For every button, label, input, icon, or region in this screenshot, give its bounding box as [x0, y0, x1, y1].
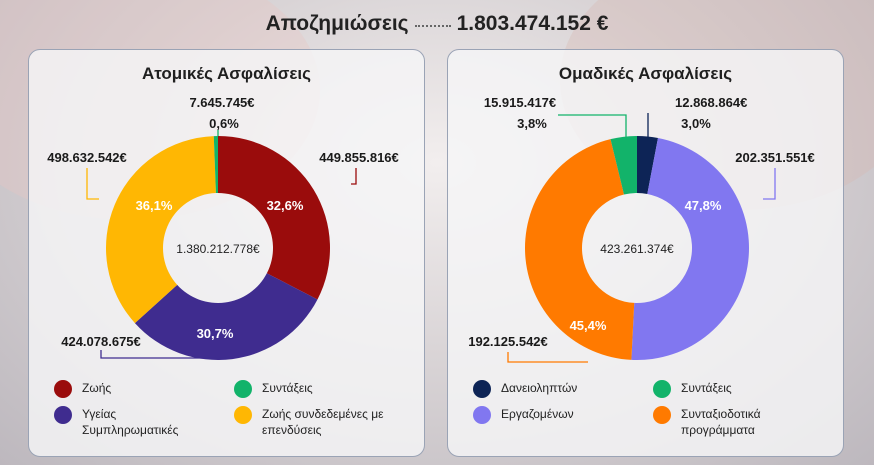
- header: Αποζημιώσεις 1.803.474.152 €: [0, 6, 874, 42]
- value-label: 7.645.745€: [189, 95, 254, 110]
- donut-chart-group: 423.261.374€ 12.868.864€ 3,0% 202.351.551€ 4…: [468, 95, 815, 363]
- value-label: 192.125.542€: [468, 334, 548, 349]
- leader-line: [86, 168, 99, 200]
- slice-Υγείας Συμπληρωματικές: [134, 273, 318, 361]
- value-label: 424.078.675€: [61, 334, 141, 349]
- value-label: 202.351.551€: [735, 150, 815, 165]
- leader-line: [507, 352, 588, 363]
- percent-label: 45,4%: [570, 318, 607, 333]
- center-total-label: 1.380.212.778€: [176, 242, 260, 256]
- leader-line: [558, 114, 627, 140]
- value-label: 449.855.816€: [319, 150, 399, 165]
- percent-label: 0,6%: [209, 116, 239, 131]
- slice-Ζωής συνδεδεμένες με επενδύσεις: [105, 136, 216, 324]
- percent-label: 36,1%: [136, 198, 173, 213]
- slice-Συντάξεις: [213, 136, 218, 194]
- percent-label: 3,0%: [681, 116, 711, 131]
- leader-line: [351, 168, 357, 185]
- value-label: 12.868.864€: [675, 95, 747, 110]
- slice-Δανειοληπτών: [637, 136, 658, 194]
- panel-individual: Ατομικές Ασφαλίσεις 1.380.212.778€ 449.85…: [28, 49, 425, 457]
- slice-Συνταξιοδοτικά προγράμματα: [524, 139, 635, 360]
- center-total-label: 423.261.374€: [600, 242, 674, 256]
- panel-group: Ομαδικές Ασφαλίσεις 423.261.374€ 12.868.8…: [447, 49, 844, 457]
- percent-label: 3,8%: [517, 116, 547, 131]
- slice-Συντάξεις: [610, 136, 637, 195]
- slice-Ζωής: [218, 136, 331, 300]
- header-value: 1.803.474.152 €: [456, 12, 609, 35]
- slice-Εργαζομένων: [631, 137, 750, 361]
- percent-label: 32,6%: [267, 198, 304, 213]
- header-dotted-connector: [414, 25, 451, 27]
- leader-line: [763, 168, 776, 200]
- percent-label: 47,8%: [685, 198, 722, 213]
- donut-chart-individual: 1.380.212.778€ 449.855.816€ 32,6% 424.078.6…: [47, 95, 399, 361]
- leader-line: [100, 350, 229, 359]
- header-label: Αποζημιώσεις: [265, 12, 409, 35]
- chart-title: Ατομικές Ασφαλίσεις: [142, 64, 311, 83]
- value-label: 15.915.417€: [484, 95, 556, 110]
- percent-label: 30,7%: [197, 326, 234, 341]
- value-label: 498.632.542€: [47, 150, 127, 165]
- chart-title: Ομαδικές Ασφαλίσεις: [558, 64, 733, 83]
